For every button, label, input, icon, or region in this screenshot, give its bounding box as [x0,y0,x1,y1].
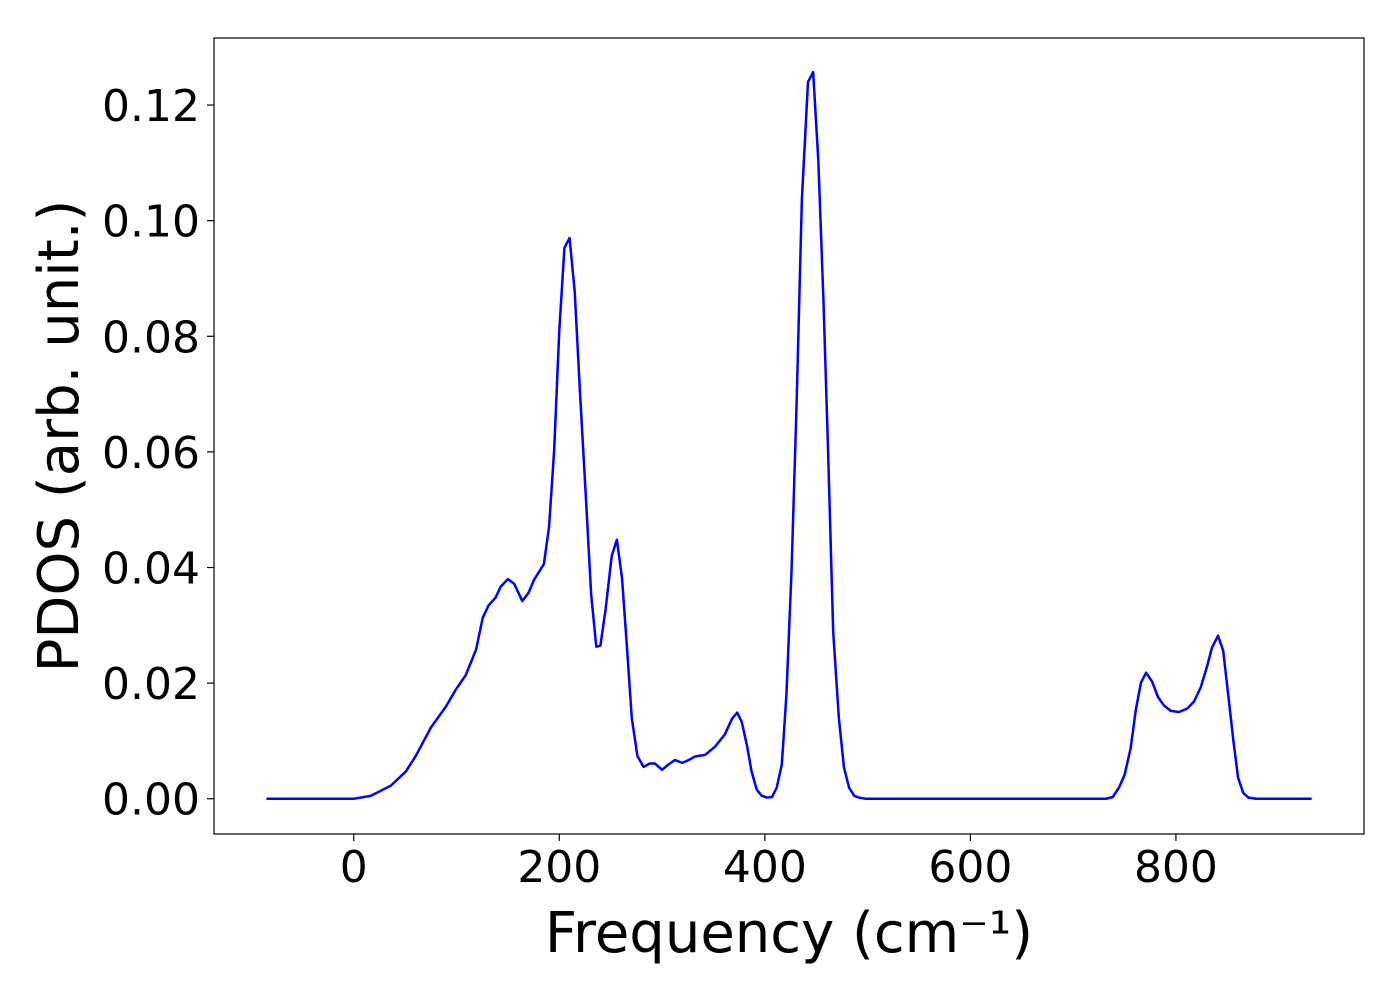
y-axis-label: PDOS (arb. unit.) [27,200,92,673]
x-tick-label: 200 [517,842,601,893]
y-tick-label: 0.08 [102,312,200,363]
y-tick-label: 0.10 [102,197,200,248]
y-tick-label: 0.02 [102,659,200,710]
x-tick-label: 800 [1134,842,1218,893]
y-tick-label: 0.04 [102,544,200,595]
x-tick-label: 600 [928,842,1012,893]
data-line [266,70,1312,800]
y-tick-label: 0.12 [102,81,200,132]
y-tick-label: 0.00 [102,775,200,826]
x-tick-label: 0 [340,842,368,893]
x-tick-label: 400 [723,842,807,893]
x-axis-label: Frequency (cm⁻¹) [545,901,1033,966]
y-tick-label: 0.06 [102,428,200,479]
plot-frame [213,37,1365,835]
